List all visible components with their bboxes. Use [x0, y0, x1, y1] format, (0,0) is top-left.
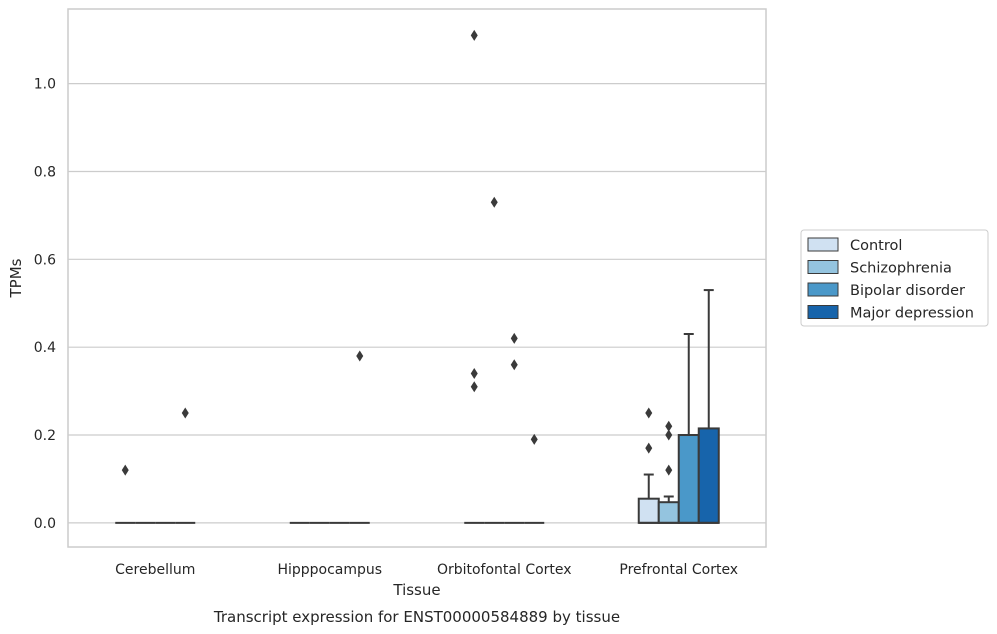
outlier-point — [181, 407, 189, 419]
box-bipolar-disorder — [677, 332, 700, 524]
outlier-point — [470, 368, 478, 380]
y-tick-label: 0.2 — [34, 428, 56, 444]
x-axis-label: Tissue — [392, 581, 440, 599]
y-tick-label: 0.4 — [34, 340, 56, 356]
outlier-point — [510, 359, 518, 371]
box-body — [637, 497, 660, 524]
outlier-point — [665, 464, 673, 476]
legend-label: Schizophrenia — [850, 261, 952, 277]
y-tick-label: 0.6 — [34, 252, 56, 268]
legend-label: Major depression — [850, 306, 974, 322]
plot-frame — [67, 8, 767, 548]
outlier-point — [470, 381, 478, 393]
outlier-point — [356, 350, 364, 362]
x-tick-labels: Cerebellum Hipppocampus Orbitofontal Corte… — [115, 562, 738, 578]
outlier-point — [530, 433, 538, 445]
legend-swatch — [807, 305, 839, 319]
x-tick-label: Orbitofontal Cortex — [437, 562, 572, 578]
outlier-point — [645, 442, 653, 454]
y-tick-label: 0.8 — [34, 164, 56, 180]
y-tick-labels: 0.0 0.2 0.4 0.6 0.8 1.0 — [34, 77, 56, 532]
legend-label: Control — [850, 238, 902, 254]
box-body — [697, 427, 720, 524]
x-tick-label: Cerebellum — [115, 562, 195, 578]
gridlines — [68, 83, 766, 524]
y-axis-label: TPMs — [7, 258, 25, 298]
legend-label: Bipolar disorder — [850, 283, 965, 299]
box-control — [637, 473, 660, 524]
y-tick-label: 0.0 — [34, 516, 56, 532]
x-tick-label: Hipppocampus — [277, 562, 382, 578]
box-major-depression — [697, 289, 720, 524]
y-tick-label: 1.0 — [34, 77, 56, 93]
legend-swatch — [807, 282, 839, 297]
outliers — [121, 29, 673, 476]
legend-swatch — [807, 237, 839, 252]
outlier-point — [665, 429, 673, 441]
outlier-point — [121, 464, 129, 476]
outlier-point — [510, 332, 518, 344]
x-tick-label: Prefrontal Cortex — [619, 562, 738, 578]
outlier-point — [470, 29, 478, 41]
box-schizophrenia — [657, 495, 680, 524]
legend: Control Schizophrenia Bipolar disorder Majo… — [800, 229, 989, 327]
legend-swatch — [807, 260, 839, 274]
boxes — [115, 289, 720, 524]
chart-title: Transcript expression for ENST0000058488… — [213, 608, 620, 626]
box-body — [677, 434, 700, 524]
outlier-point — [665, 420, 673, 432]
outlier-point — [645, 407, 653, 419]
legend-frame — [800, 229, 989, 327]
outlier-point — [490, 196, 498, 208]
box-body — [657, 501, 680, 524]
